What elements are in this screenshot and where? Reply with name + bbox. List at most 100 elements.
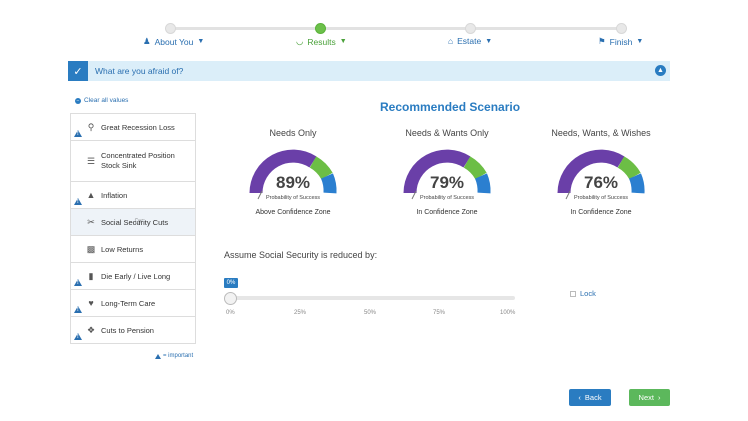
gauge-subtitle: Probability of Success	[419, 195, 475, 201]
fear-label: Great Recession Loss	[101, 122, 175, 132]
section-title: What are you afraid of?	[95, 66, 184, 76]
fear-list: ⚲ Great Recession Loss ☰ Concentrated Po…	[70, 113, 196, 344]
fear-label: Concentrated Position Stock Sink	[101, 151, 175, 170]
gauge-subtitle: Probability of Success	[573, 195, 629, 201]
fear-label: Die Early / Live Long	[101, 271, 171, 281]
slider-tick: 50%	[364, 310, 377, 316]
gauge-subtitle: Probability of Success	[265, 195, 321, 201]
step-estate[interactable]: ⌂ Estate ▼	[448, 36, 492, 46]
gauge-arc	[403, 149, 491, 200]
step-label: Estate	[457, 36, 482, 46]
lock-checkbox[interactable]: Lock	[570, 289, 596, 298]
fear-label: Inflation	[101, 190, 128, 200]
stock-sink-icon: ☰	[86, 155, 96, 166]
slider-tick: 0%	[226, 310, 235, 316]
scenario-title: Recommended Scenario	[380, 100, 521, 114]
slider-tick: 75%	[433, 310, 446, 316]
gauge-arc	[557, 149, 645, 200]
important-icon	[74, 333, 82, 340]
chevron-left-icon: ‹	[578, 393, 581, 402]
section-header[interactable]: ✓ What are you afraid of? ▲	[68, 61, 670, 81]
fear-label: Long-Term Care	[101, 298, 156, 308]
important-legend: = important	[155, 353, 193, 359]
gauge-zone: In Confidence Zone	[416, 209, 478, 216]
fear-item-concentrated-position[interactable]: ☰ Concentrated Position Stock Sink	[70, 141, 196, 182]
slider-value-badge: 0%	[224, 278, 238, 288]
heart-icon: ♥	[88, 298, 94, 308]
hand-cursor-icon: ☞	[134, 216, 144, 228]
gauge: 89% Probability of Success	[248, 145, 338, 207]
important-icon	[74, 279, 82, 286]
fear-item-great-recession-loss[interactable]: ⚲ Great Recession Loss	[70, 114, 196, 141]
slider-tick: 25%	[294, 310, 307, 316]
clear-all-label: Clear all values	[84, 97, 129, 104]
chevron-down-icon: ▼	[485, 37, 493, 45]
gauge-needs-only: Needs Only 89% Probability of Success Ab…	[223, 128, 363, 216]
step-finish[interactable]: ⚑ Finish ▼	[598, 36, 643, 47]
clear-all-link[interactable]: − Clear all values	[75, 97, 128, 104]
checkbox-icon[interactable]	[570, 290, 576, 297]
important-icon	[74, 198, 82, 205]
back-label: Back	[584, 393, 602, 402]
chevron-down-icon: ▼	[197, 38, 205, 45]
fear-item-inflation[interactable]: ▲ Inflation	[70, 182, 196, 209]
legend-label: = important	[163, 353, 194, 359]
back-button[interactable]: ‹ Back	[569, 389, 611, 406]
chevron-right-icon: ›	[657, 393, 661, 402]
gauge-icon: ◡	[296, 36, 304, 46]
scissors-icon: ✂	[87, 216, 95, 227]
step-dot-results	[315, 23, 326, 34]
chevron-up-icon[interactable]: ▲	[655, 65, 666, 76]
next-button[interactable]: Next ›	[629, 389, 670, 406]
gauge-value: 79%	[429, 173, 465, 192]
chevron-down-icon: ▼	[636, 38, 644, 45]
slider-track[interactable]	[230, 296, 515, 300]
person-icon: ♟	[143, 36, 151, 46]
important-icon	[74, 306, 82, 313]
dollar-circle-icon: ⚲	[87, 121, 95, 132]
flag-icon: ⚑	[598, 36, 606, 46]
step-label: About You	[154, 36, 194, 47]
bank-icon: ⌂	[448, 36, 454, 46]
chevron-down-icon: ▼	[339, 38, 347, 45]
fear-label: Social Security Cuts	[101, 217, 169, 227]
step-label: Results	[307, 36, 336, 47]
inflation-icon: ▲	[86, 190, 96, 200]
gauge: 79% Probability of Success	[402, 145, 492, 207]
step-dot-finish	[616, 23, 627, 34]
step-results[interactable]: ◡ Results ▼	[296, 36, 347, 47]
important-icon	[74, 130, 82, 137]
gauge-zone: Above Confidence Zone	[255, 209, 331, 216]
gauge-value: 89%	[275, 173, 311, 192]
step-label: Finish	[609, 36, 633, 47]
gauge-value: 76%	[583, 173, 619, 192]
gauge-arc	[249, 149, 337, 200]
gauge: 76% Probability of Success	[556, 145, 646, 207]
gauge-needs-wants: Needs & Wants Only 79% Probability of Su…	[377, 128, 517, 216]
fear-item-long-term-care[interactable]: ♥ Long-Term Care	[70, 290, 196, 317]
slider-tick: 100%	[500, 310, 516, 316]
important-icon	[155, 353, 161, 359]
tombstone-icon: ▮	[88, 270, 94, 281]
slider-handle[interactable]	[224, 292, 237, 305]
fear-item-die-early-live-long[interactable]: ▮ Die Early / Live Long	[70, 263, 196, 290]
slider-label: Assume Social Security is reduced by:	[224, 250, 378, 260]
next-label: Next	[638, 393, 654, 402]
minus-circle-icon: −	[75, 97, 81, 104]
gauge-needs-wants-wishes: Needs, Wants, & Wishes 76% Probability o…	[531, 128, 671, 216]
puzzle-icon: ❖	[86, 324, 96, 335]
fear-label: Cuts to Pension	[101, 325, 154, 335]
lock-label: Lock	[580, 289, 596, 298]
fear-item-low-returns[interactable]: ▩ Low Returns	[70, 236, 196, 263]
gauge-title: Needs & Wants Only	[405, 128, 489, 138]
fear-item-cuts-to-pension[interactable]: ❖ Cuts to Pension	[70, 317, 196, 344]
gauge-title: Needs, Wants, & Wishes	[551, 128, 651, 138]
check-icon: ✓	[68, 61, 88, 81]
fear-label: Low Returns	[101, 244, 144, 254]
progress-line	[170, 27, 622, 30]
step-dot-estate	[465, 23, 476, 34]
step-about-you[interactable]: ♟ About You ▼	[143, 36, 204, 47]
fear-item-social-security-cuts[interactable]: ✂ Social Security Cuts	[70, 209, 196, 236]
step-dot-about-you	[165, 23, 176, 34]
